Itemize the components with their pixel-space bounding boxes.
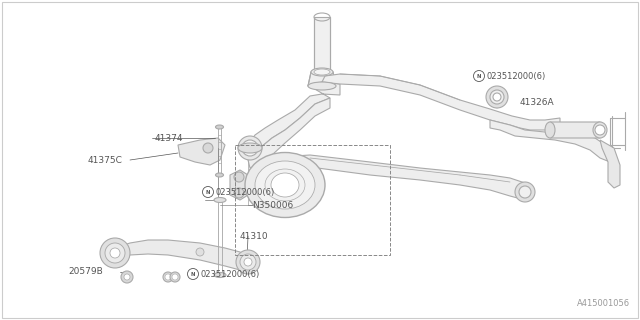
Polygon shape (230, 170, 248, 200)
Polygon shape (115, 240, 248, 270)
Circle shape (170, 272, 180, 282)
Ellipse shape (314, 69, 330, 75)
Text: A415001056: A415001056 (577, 299, 630, 308)
Ellipse shape (311, 68, 333, 76)
Polygon shape (248, 82, 340, 152)
Ellipse shape (593, 122, 607, 138)
Ellipse shape (271, 173, 299, 197)
Circle shape (486, 86, 508, 108)
Circle shape (240, 254, 256, 270)
Circle shape (490, 90, 504, 104)
Text: N: N (205, 189, 211, 195)
Ellipse shape (238, 143, 262, 153)
Polygon shape (322, 74, 560, 130)
Circle shape (203, 143, 213, 153)
Polygon shape (600, 140, 620, 188)
Polygon shape (265, 155, 530, 200)
Circle shape (242, 140, 258, 156)
Circle shape (100, 238, 130, 268)
Circle shape (519, 186, 531, 198)
Circle shape (121, 271, 133, 283)
Circle shape (258, 185, 272, 199)
Circle shape (124, 274, 130, 280)
Polygon shape (308, 72, 336, 86)
Text: 20579B: 20579B (68, 268, 103, 276)
Text: 023512000(6): 023512000(6) (215, 188, 275, 196)
Circle shape (105, 243, 125, 263)
Ellipse shape (255, 161, 315, 209)
Circle shape (172, 274, 178, 280)
Circle shape (163, 272, 173, 282)
Circle shape (202, 187, 214, 197)
Polygon shape (178, 138, 225, 165)
Circle shape (234, 172, 244, 182)
Text: 023512000(6): 023512000(6) (486, 71, 545, 81)
Circle shape (244, 258, 252, 266)
Circle shape (595, 125, 605, 135)
Ellipse shape (216, 125, 223, 129)
Text: 41374: 41374 (155, 133, 184, 142)
Ellipse shape (216, 173, 223, 177)
Circle shape (188, 268, 198, 279)
Ellipse shape (545, 122, 555, 138)
Circle shape (515, 182, 535, 202)
Circle shape (110, 248, 120, 258)
Bar (235, 145, 390, 255)
Circle shape (165, 274, 171, 280)
Ellipse shape (214, 273, 226, 277)
Circle shape (493, 93, 501, 101)
Ellipse shape (308, 82, 336, 90)
Circle shape (474, 70, 484, 82)
Circle shape (238, 136, 262, 160)
Text: 41375C: 41375C (88, 156, 123, 164)
Circle shape (246, 144, 254, 152)
Text: 023512000(6): 023512000(6) (200, 269, 259, 278)
Circle shape (234, 188, 244, 198)
Circle shape (196, 248, 204, 256)
Text: N350006: N350006 (252, 201, 293, 210)
Text: 41310: 41310 (240, 231, 269, 241)
Polygon shape (314, 17, 330, 72)
Polygon shape (550, 122, 605, 138)
Ellipse shape (214, 197, 226, 203)
Text: N: N (477, 74, 481, 78)
Circle shape (236, 250, 260, 274)
Polygon shape (248, 98, 330, 168)
Polygon shape (490, 120, 612, 162)
Text: 41326A: 41326A (520, 98, 555, 107)
Text: N: N (191, 271, 195, 276)
Ellipse shape (245, 153, 325, 218)
